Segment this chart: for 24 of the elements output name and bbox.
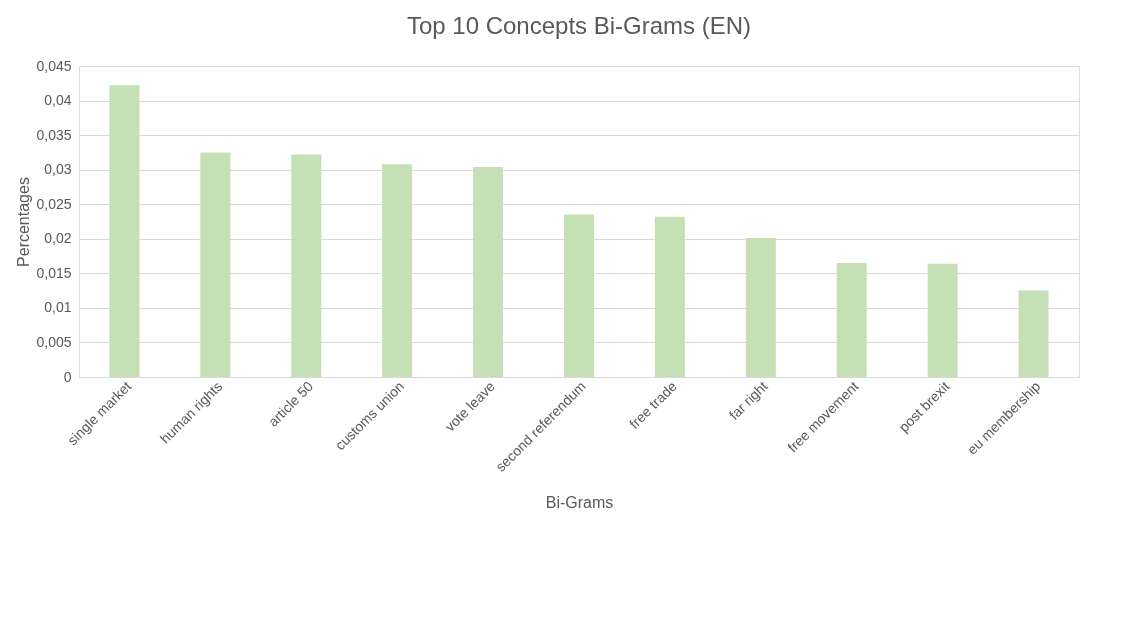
y-tick-label: 0,005 xyxy=(36,333,72,350)
bar xyxy=(654,216,685,377)
y-tick-label: 0,02 xyxy=(44,230,72,247)
bar xyxy=(291,154,322,377)
y-tick-label: 0,01 xyxy=(44,299,72,316)
bar xyxy=(564,214,594,377)
bar xyxy=(836,262,867,377)
y-tick-label: 0,025 xyxy=(36,195,72,212)
y-tick-label: 0,035 xyxy=(36,126,72,143)
bar xyxy=(473,166,504,377)
bar xyxy=(200,152,231,377)
y-tick-label: 0,03 xyxy=(44,161,72,178)
bar xyxy=(109,85,140,377)
y-tick-label: 0 xyxy=(63,368,72,385)
bar xyxy=(1018,290,1049,377)
y-tick-label: 0,045 xyxy=(36,57,72,74)
bar xyxy=(745,238,776,377)
x-axis-title: Bi-Grams xyxy=(545,493,614,511)
y-tick-label: 0,015 xyxy=(36,264,72,281)
y-axis-title: Percentages xyxy=(15,177,33,267)
y-tick-label: 0,04 xyxy=(44,92,72,109)
chart-title: Top 10 Concepts Bi-Grams (EN) xyxy=(406,12,752,39)
bar xyxy=(382,164,413,377)
bar xyxy=(927,263,958,377)
